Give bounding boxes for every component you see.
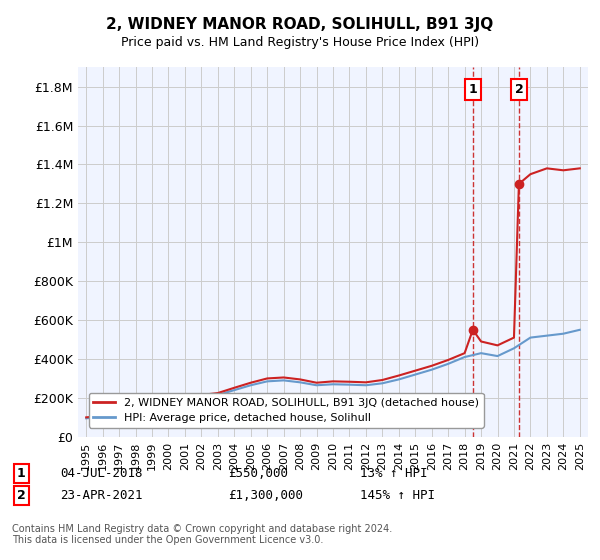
Text: 13% ↑ HPI: 13% ↑ HPI	[360, 466, 427, 480]
Text: 1: 1	[469, 83, 477, 96]
Text: 2, WIDNEY MANOR ROAD, SOLIHULL, B91 3JQ: 2, WIDNEY MANOR ROAD, SOLIHULL, B91 3JQ	[106, 17, 494, 32]
Text: 04-JUL-2018: 04-JUL-2018	[60, 466, 143, 480]
Text: 2: 2	[17, 489, 25, 502]
Legend: 2, WIDNEY MANOR ROAD, SOLIHULL, B91 3JQ (detached house), HPI: Average price, de: 2, WIDNEY MANOR ROAD, SOLIHULL, B91 3JQ …	[89, 393, 484, 427]
Text: Price paid vs. HM Land Registry's House Price Index (HPI): Price paid vs. HM Land Registry's House …	[121, 36, 479, 49]
Text: £550,000: £550,000	[228, 466, 288, 480]
Text: Contains HM Land Registry data © Crown copyright and database right 2024.
This d: Contains HM Land Registry data © Crown c…	[12, 524, 392, 545]
Text: 2: 2	[515, 83, 523, 96]
Text: 1: 1	[17, 466, 25, 480]
Text: 23-APR-2021: 23-APR-2021	[60, 489, 143, 502]
Text: 145% ↑ HPI: 145% ↑ HPI	[360, 489, 435, 502]
Text: £1,300,000: £1,300,000	[228, 489, 303, 502]
